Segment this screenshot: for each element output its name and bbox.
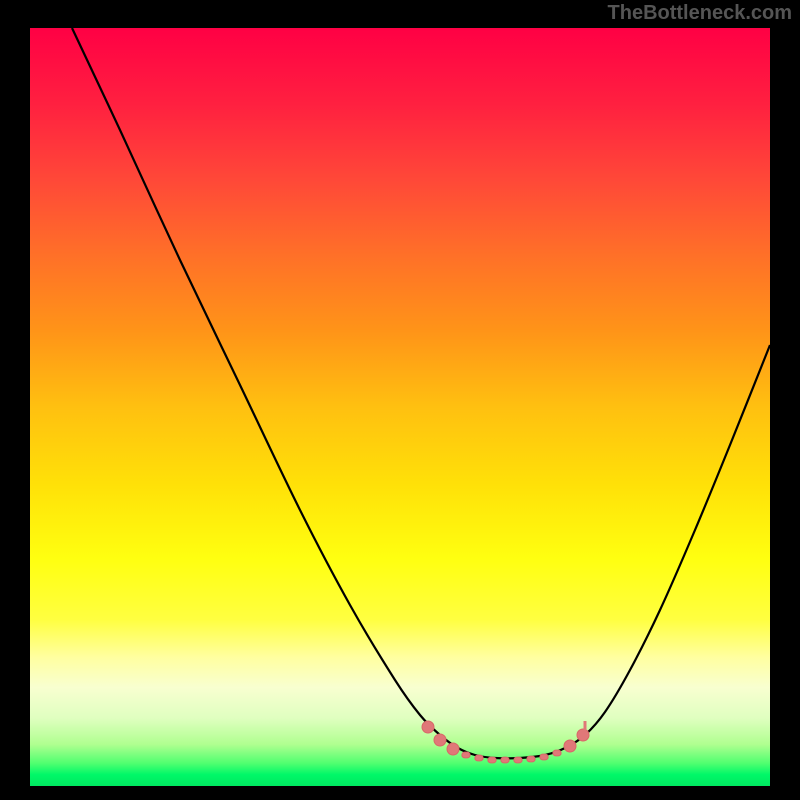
bottleneck-chart bbox=[0, 0, 800, 800]
watermark-text: TheBottleneck.com bbox=[608, 2, 792, 25]
plot-gradient-bg bbox=[30, 28, 770, 786]
chart-container: TheBottleneck.com bbox=[0, 0, 800, 800]
